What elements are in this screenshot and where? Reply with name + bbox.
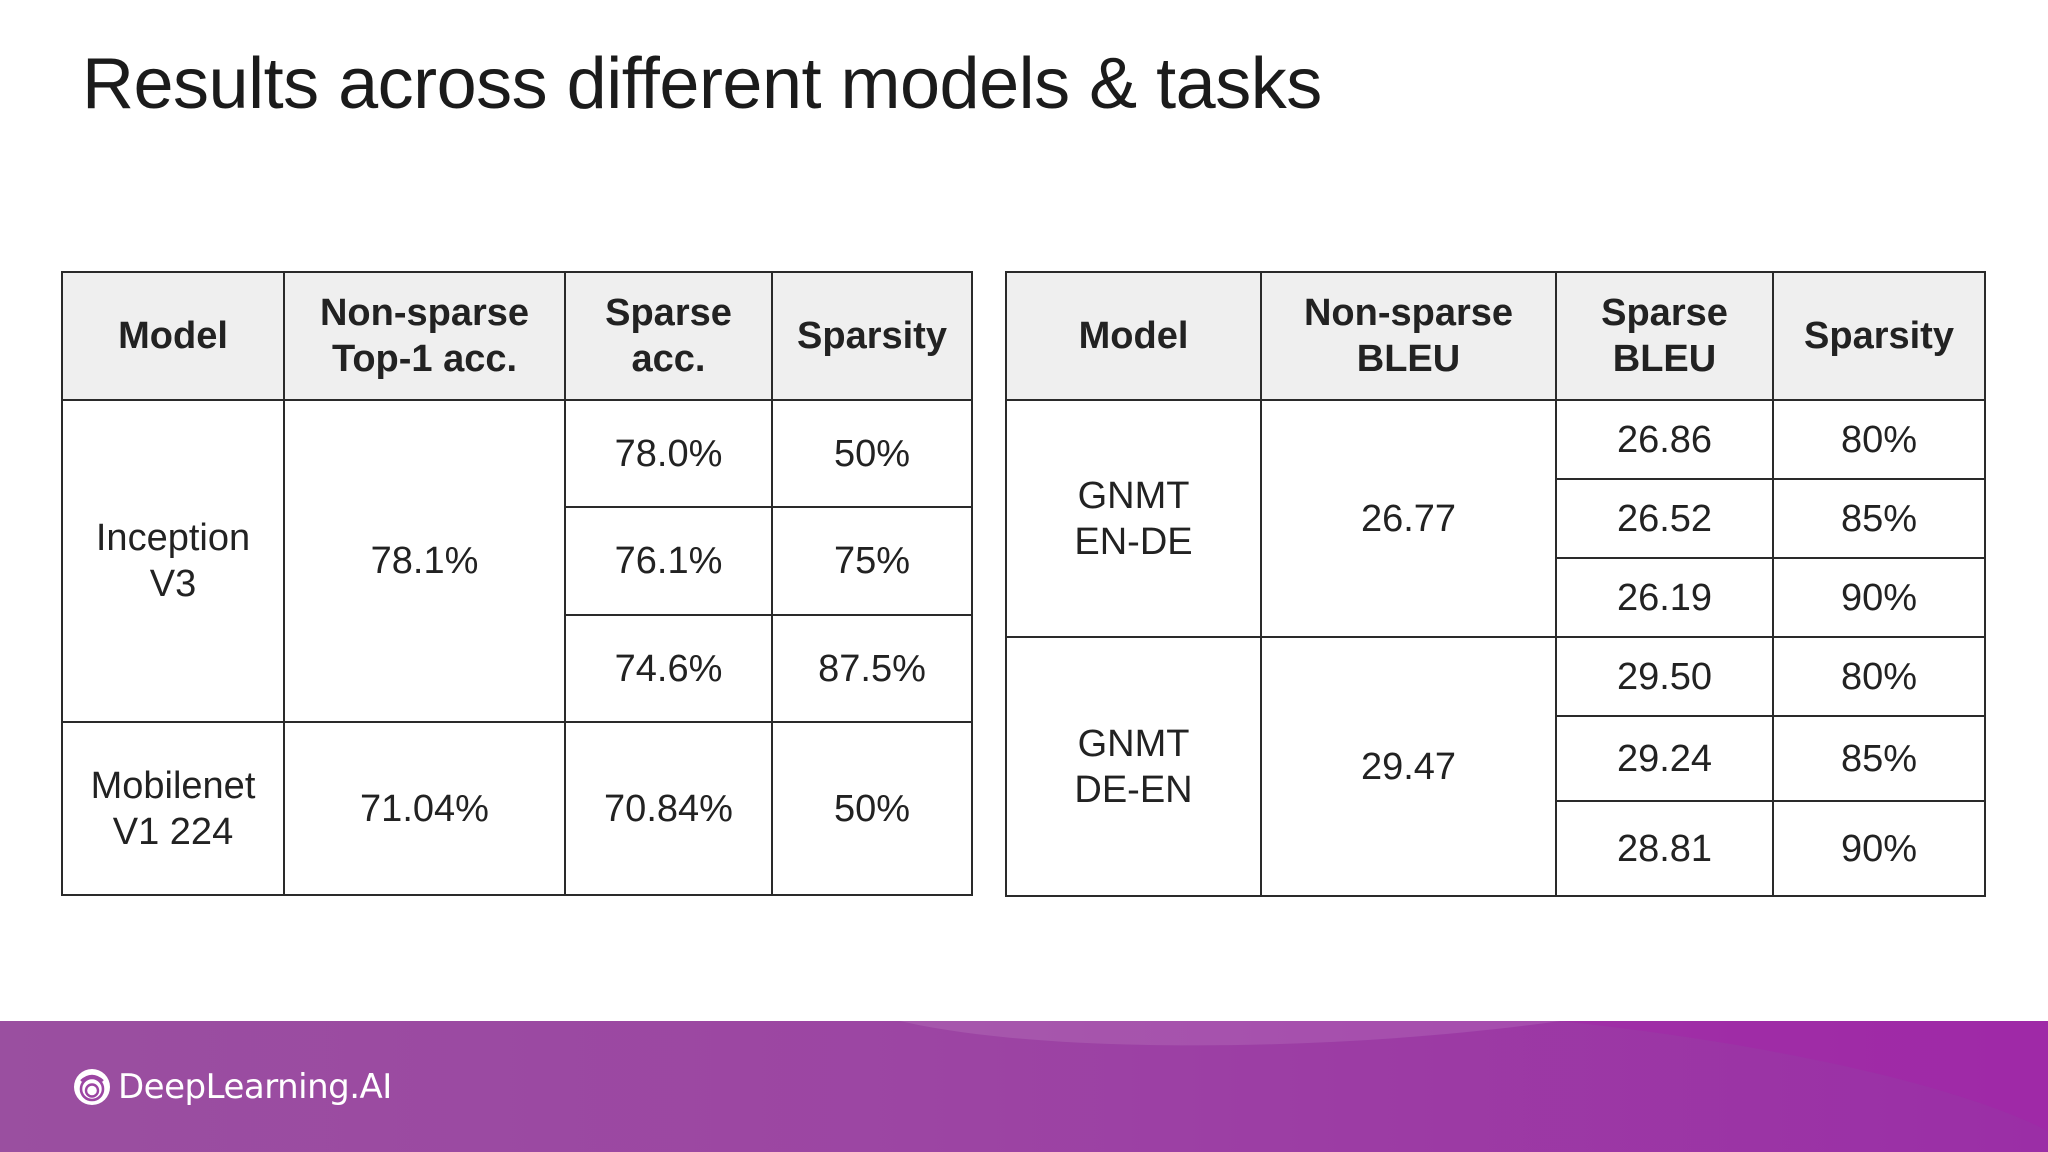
sparse-bleu-cell: 29.24 [1555, 715, 1774, 802]
model-cell-gnmt-de-en: GNMT DE-EN [1005, 636, 1262, 897]
column-header-sparse-bleu: Sparse BLEU [1555, 271, 1774, 401]
footer-wave-decoration [900, 1021, 2048, 1131]
table-row: 28.81 90% [1006, 800, 1986, 897]
translation-results-table: Model Non-sparse BLEU Sparse BLEU Sparsi… [1005, 271, 1986, 897]
sparsity-cell: 50% [771, 721, 973, 896]
table-row: GNMT DE-EN 29.47 29.50 80% [1005, 636, 1986, 897]
non-sparse-bleu-cell: 29.47 [1260, 636, 1557, 897]
non-sparse-bleu-cell: 26.77 [1260, 399, 1557, 638]
model-cell-inception-v3: Inception V3 [61, 399, 285, 723]
sparse-bleu-cell: 26.19 [1555, 557, 1774, 638]
table-header-row: Model Non-sparse BLEU Sparse BLEU Sparsi… [1005, 271, 1986, 401]
table-row: 76.1% 75% [62, 506, 973, 616]
table-row: 29.24 85% [1006, 715, 1986, 802]
table-row: Mobilenet V1 224 71.04% 70.84% 50% [61, 721, 973, 896]
table-row: 26.19 90% [1006, 557, 1986, 638]
sparsity-cell: 80% [1772, 636, 1986, 717]
table-row: GNMT EN-DE 26.77 26.86 80% [1005, 399, 1986, 638]
non-sparse-accuracy-cell: 71.04% [283, 721, 566, 896]
column-header-sparsity: Sparsity [771, 271, 973, 401]
table-row: 74.6% 87.5% [62, 614, 973, 723]
column-header-model: Model [61, 271, 285, 401]
column-header-non-sparse-bleu: Non-sparse BLEU [1260, 271, 1557, 401]
sparsity-cell: 85% [1772, 478, 1986, 559]
column-header-non-sparse-top1: Non-sparse Top-1 acc. [283, 271, 566, 401]
model-cell-gnmt-en-de: GNMT EN-DE [1005, 399, 1262, 638]
sparse-accuracy-cell: 78.0% [564, 399, 773, 508]
brand-name: DeepLearning.AI [118, 1067, 392, 1107]
sparse-bleu-cell: 29.50 [1555, 636, 1774, 717]
table-header-row: Model Non-sparse Top-1 acc. Sparse acc. … [61, 271, 973, 401]
sparse-bleu-cell: 28.81 [1555, 800, 1774, 897]
sparse-accuracy-cell: 70.84% [564, 721, 773, 896]
sparse-accuracy-cell: 76.1% [564, 506, 773, 616]
sparsity-cell: 75% [771, 506, 973, 616]
non-sparse-accuracy-cell: 78.1% [283, 399, 566, 723]
sparsity-cell: 87.5% [771, 614, 973, 723]
table-row: 26.52 85% [1006, 478, 1986, 559]
column-header-sparse-acc: Sparse acc. [564, 271, 773, 401]
slide-title: Results across different models & tasks [82, 44, 1322, 124]
sparsity-cell: 80% [1772, 399, 1986, 480]
sparse-bleu-cell: 26.86 [1555, 399, 1774, 480]
column-header-model: Model [1005, 271, 1262, 401]
table-row: Inception V3 78.1% 78.0% 50% [61, 399, 973, 723]
sparsity-cell: 90% [1772, 557, 1986, 638]
image-classification-results-table: Model Non-sparse Top-1 acc. Sparse acc. … [61, 271, 973, 896]
sparse-accuracy-cell: 74.6% [564, 614, 773, 723]
sparsity-cell: 85% [1772, 715, 1986, 802]
column-header-sparsity: Sparsity [1772, 271, 1986, 401]
model-cell-mobilenet-v1-224: Mobilenet V1 224 [61, 721, 285, 896]
sparsity-cell: 50% [771, 399, 973, 508]
deeplearning-ai-logo-icon [74, 1069, 110, 1105]
footer-band: DeepLearning.AI [0, 1021, 2048, 1152]
sparse-bleu-cell: 26.52 [1555, 478, 1774, 559]
sparsity-cell: 90% [1772, 800, 1986, 897]
brand-logo: DeepLearning.AI [72, 1067, 392, 1107]
